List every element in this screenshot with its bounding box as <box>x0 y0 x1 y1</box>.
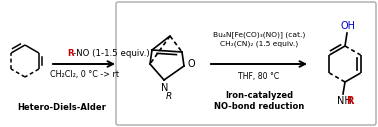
Text: N: N <box>161 83 169 93</box>
Text: Hetero-Diels-Alder: Hetero-Diels-Alder <box>17 102 107 112</box>
Text: R: R <box>346 96 353 106</box>
Text: -NO (1-1.5 equiv.): -NO (1-1.5 equiv.) <box>73 50 150 59</box>
Text: NH: NH <box>337 96 352 106</box>
FancyBboxPatch shape <box>116 2 376 125</box>
Text: R: R <box>166 92 172 101</box>
Text: Iron-catalyzed
NO-bond reduction: Iron-catalyzed NO-bond reduction <box>214 91 304 111</box>
Text: CH₂Cl₂, 0 °C -> rt: CH₂Cl₂, 0 °C -> rt <box>50 70 118 79</box>
Text: THF, 80 °C: THF, 80 °C <box>239 72 280 81</box>
Text: OH: OH <box>341 21 355 31</box>
Text: O: O <box>187 59 195 69</box>
Text: Bu₄N[Fe(CO)₃(NO)] (cat.): Bu₄N[Fe(CO)₃(NO)] (cat.) <box>213 31 305 38</box>
Text: CH₂(CN)₂ (1.5 equiv.): CH₂(CN)₂ (1.5 equiv.) <box>220 41 298 47</box>
Text: R: R <box>67 50 74 59</box>
